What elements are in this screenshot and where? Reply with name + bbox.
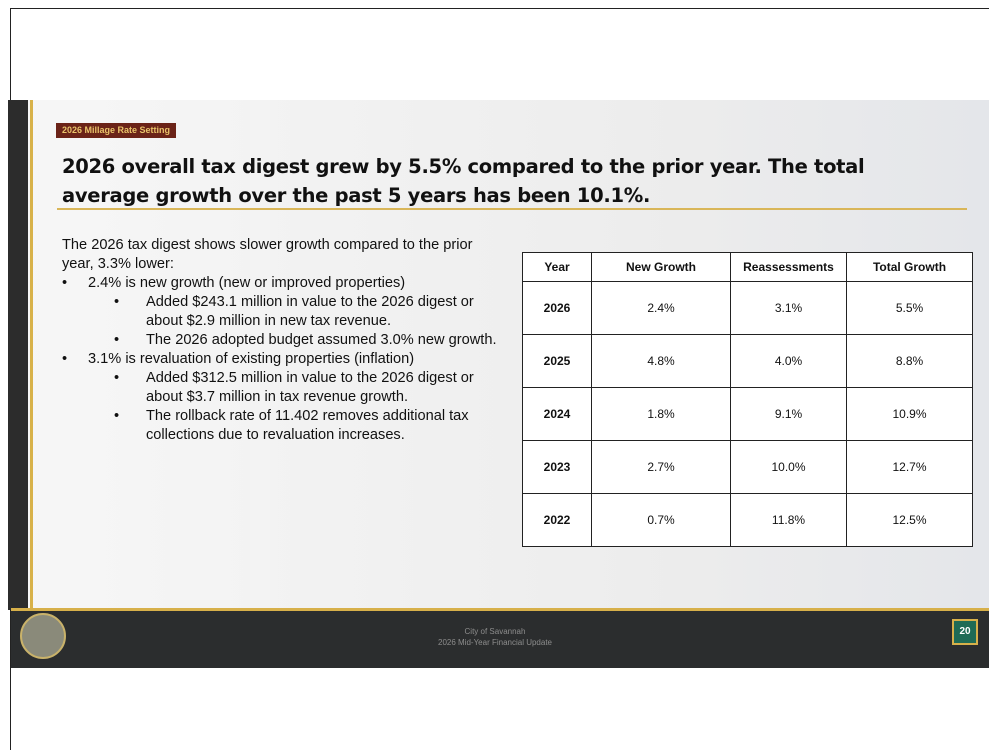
table-row: 2024 1.8% 9.1% 10.9%	[522, 387, 973, 441]
footer-text: City of Savannah 2026 Mid-Year Financial …	[400, 626, 590, 648]
footer-line: City of Savannah	[464, 627, 526, 636]
table-cell: 1.8%	[591, 387, 731, 441]
bullet: 2.4% is new growth (new or improved prop…	[62, 274, 502, 293]
bullet: 3.1% is revaluation of existing properti…	[62, 350, 502, 369]
table-cell: 10.0%	[730, 440, 847, 494]
left-bar	[8, 100, 28, 610]
column-header: Year	[522, 252, 592, 282]
table-cell: 3.1%	[730, 281, 847, 335]
footer-line: 2026 Mid-Year Financial Update	[438, 638, 552, 647]
table-cell: 5.5%	[846, 281, 973, 335]
gold-stripe	[30, 100, 33, 610]
column-header: Reassessments	[730, 252, 847, 282]
slide-title: 2026 overall tax digest grew by 5.5% com…	[62, 155, 865, 207]
table-row: 2023 2.7% 10.0% 12.7%	[522, 440, 973, 494]
title-rule	[57, 208, 967, 210]
sub-bullet: The 2026 adopted budget assumed 3.0% new…	[62, 331, 502, 350]
table-cell: 2026	[522, 281, 592, 335]
table-cell: 4.0%	[730, 334, 847, 388]
sub-bullet: Added $312.5 million in value to the 202…	[62, 369, 502, 407]
table-cell: 11.8%	[730, 493, 847, 547]
header-row: Year New Growth Reassessments Total Growth	[522, 252, 973, 282]
table-cell: 2022	[522, 493, 592, 547]
table-cell: 8.8%	[846, 334, 973, 388]
table-cell: 2024	[522, 387, 592, 441]
table-cell: 9.1%	[730, 387, 847, 441]
column-header: New Growth	[591, 252, 731, 282]
footer	[11, 608, 989, 668]
column-header: Total Growth	[846, 252, 973, 282]
table-row: 2026 2.4% 3.1% 5.5%	[522, 281, 973, 335]
table-cell: 12.7%	[846, 440, 973, 494]
sub-bullet: Added $243.1 million in value to the 202…	[62, 293, 502, 331]
table-cell: 12.5%	[846, 493, 973, 547]
table-row: 2022 0.7% 11.8% 12.5%	[522, 493, 973, 547]
table-row: 2025 4.8% 4.0% 8.8%	[522, 334, 973, 388]
sub-bullet: The rollback rate of 11.402 removes addi…	[62, 407, 502, 445]
intro: The 2026 tax digest shows slower growth …	[62, 237, 473, 272]
growth-table: Year New Growth Reassessments Total Growth 2…	[522, 252, 973, 547]
table-cell: 0.7%	[591, 493, 731, 547]
page-number: 20	[952, 619, 978, 645]
table-cell: 10.9%	[846, 387, 973, 441]
table-cell: 2.7%	[591, 440, 731, 494]
table-cell: 2023	[522, 440, 592, 494]
section-tag: 2026 Millage Rate Setting	[56, 123, 177, 138]
table-cell: 2.4%	[591, 281, 731, 335]
table-cell: 4.8%	[591, 334, 731, 388]
body-text: The 2026 tax digest shows slower growth …	[62, 236, 502, 445]
city-seal	[20, 613, 66, 659]
table-cell: 2025	[522, 334, 592, 388]
